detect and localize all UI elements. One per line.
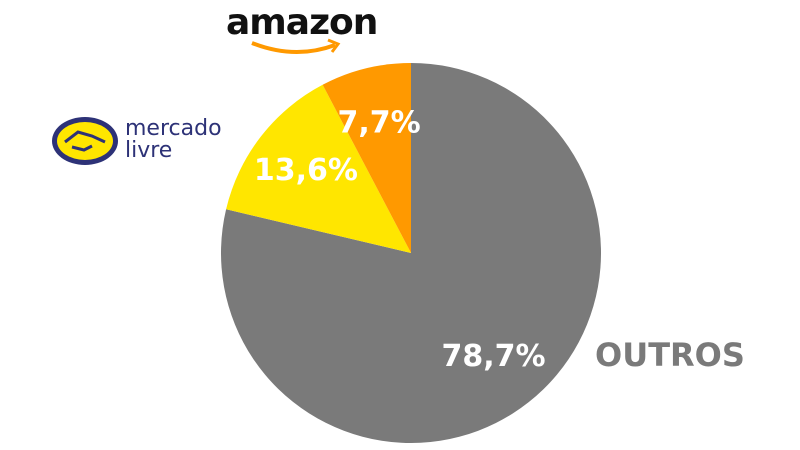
pie-slice xyxy=(220,63,601,444)
value-label: 78,7% xyxy=(441,339,545,374)
ml-logo-inner xyxy=(57,122,113,160)
category-label: amazon xyxy=(226,2,378,43)
category-label: mercado livre xyxy=(125,116,222,163)
value-label: 13,6% xyxy=(254,153,358,188)
amazon-smile xyxy=(251,41,336,54)
value-label: 7,7% xyxy=(338,105,421,140)
pie-slice xyxy=(226,84,411,253)
category-label: OUTROS xyxy=(595,336,745,374)
ml-handshake xyxy=(64,130,106,152)
pie-slice xyxy=(322,63,411,253)
amazon-arrow xyxy=(327,38,341,53)
